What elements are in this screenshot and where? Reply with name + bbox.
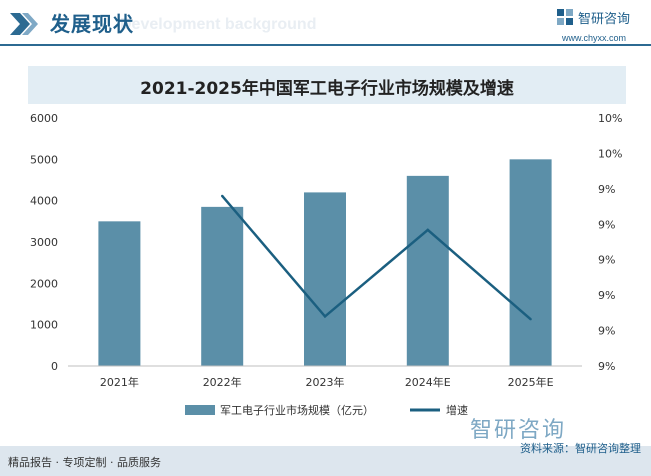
y-right-tick-label: 9% [598,325,615,338]
y-left-tick-label: 1000 [30,319,58,332]
footer-tagline: 精品报告 · 专项定制 · 品质服务 [8,456,161,469]
y-right-tick-label: 10% [598,147,622,160]
x-tick-label: 2024年E [405,375,451,389]
brand-logo: 智研咨询 www.chyxx.com [556,8,630,43]
bar [98,221,141,366]
y-right-tick-label: 10% [598,112,622,125]
double-chevron-icon [10,13,38,35]
y-left-tick-label: 4000 [30,195,58,208]
y-left-tick-label: 3000 [30,236,58,249]
header-subtitle: Development background [120,16,317,33]
brand-name: 智研咨询 [578,12,631,27]
line-point [221,194,224,198]
x-tick-label: 2023年 [306,375,345,389]
y-left-tick-label: 5000 [30,153,58,166]
x-tick-label: 2025年E [508,375,554,389]
footer: 智研咨询 精品报告 · 专项定制 · 品质服务 资料来源：智研咨询整理 [0,418,651,476]
header: Development background 发展现状 智研咨询 www.chy… [0,0,651,46]
y-right-tick-label: 9% [598,218,615,231]
chart-title: 2021-2025年中国军工电子行业市场规模及增速 [140,79,514,99]
bar [509,159,552,366]
y-right-tick-label: 9% [598,289,615,302]
y-left-tick-label: 6000 [30,112,58,125]
brand-mark-icon [557,9,573,25]
x-tick-label: 2022年 [203,375,242,389]
bar [304,192,346,366]
brand-url: www.chyxx.com [562,33,627,43]
y-right-tick-label: 9% [598,183,615,196]
bar [201,206,244,366]
line-point [426,228,429,232]
y-right-tick-label: 9% [598,254,615,267]
chart-title-band: 2021-2025年中国军工电子行业市场规模及增速 [28,66,626,104]
header-divider [0,44,651,46]
line-point [529,318,532,321]
bar [406,175,449,366]
y-left-tick-label: 0 [51,360,58,373]
source-note: 资料来源：智研咨询整理 [520,442,641,455]
legend-label-line: 增速 [446,403,468,417]
x-tick-label: 2021年 [100,375,139,389]
legend-label-bar: 军工电子行业市场规模（亿元） [220,403,374,417]
growth-line [221,195,532,321]
y-left-tick-label: 2000 [30,277,58,290]
y-right-tick-label: 9% [598,360,615,373]
page-title: 发展现状 [50,12,134,36]
line-point [323,315,327,318]
footer-watermark-logo: 智研咨询 [470,418,567,443]
legend-swatch-bar [185,405,215,415]
